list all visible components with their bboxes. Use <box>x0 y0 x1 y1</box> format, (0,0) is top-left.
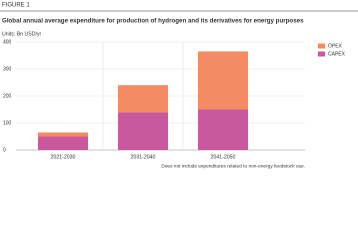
chart-title: Global annual average expenditure for pr… <box>2 18 304 25</box>
legend-label: OPEX <box>328 43 343 49</box>
bar-segment <box>118 112 168 150</box>
chart: FIGURE 1 Global annual average expenditu… <box>0 3 358 169</box>
bar-segment <box>38 136 88 150</box>
figure-label: FIGURE 1 <box>2 3 30 9</box>
legend-swatch <box>318 43 325 49</box>
bar-segment <box>118 85 168 113</box>
note: Does not include expenditures related to… <box>161 163 305 169</box>
x-tick-label: 2031-2040 <box>131 154 156 160</box>
x-tick-label: 2021-2030 <box>51 154 76 160</box>
bar-segment <box>38 132 88 137</box>
legend-swatch <box>318 51 325 57</box>
y-tick-label: 100 <box>3 120 12 126</box>
y-tick-label: 300 <box>3 66 12 72</box>
y-tick-label: 400 <box>3 39 12 45</box>
x-tick-label: 2041-2050 <box>211 154 236 160</box>
y-tick-label: 0 <box>3 147 6 153</box>
y-tick-label: 200 <box>3 93 12 99</box>
legend-label: CAPEX <box>328 51 346 57</box>
chart-subtitle: Units: Bn USD/yr <box>2 31 41 37</box>
bar-segment <box>198 109 248 150</box>
bar-segment <box>198 51 248 110</box>
